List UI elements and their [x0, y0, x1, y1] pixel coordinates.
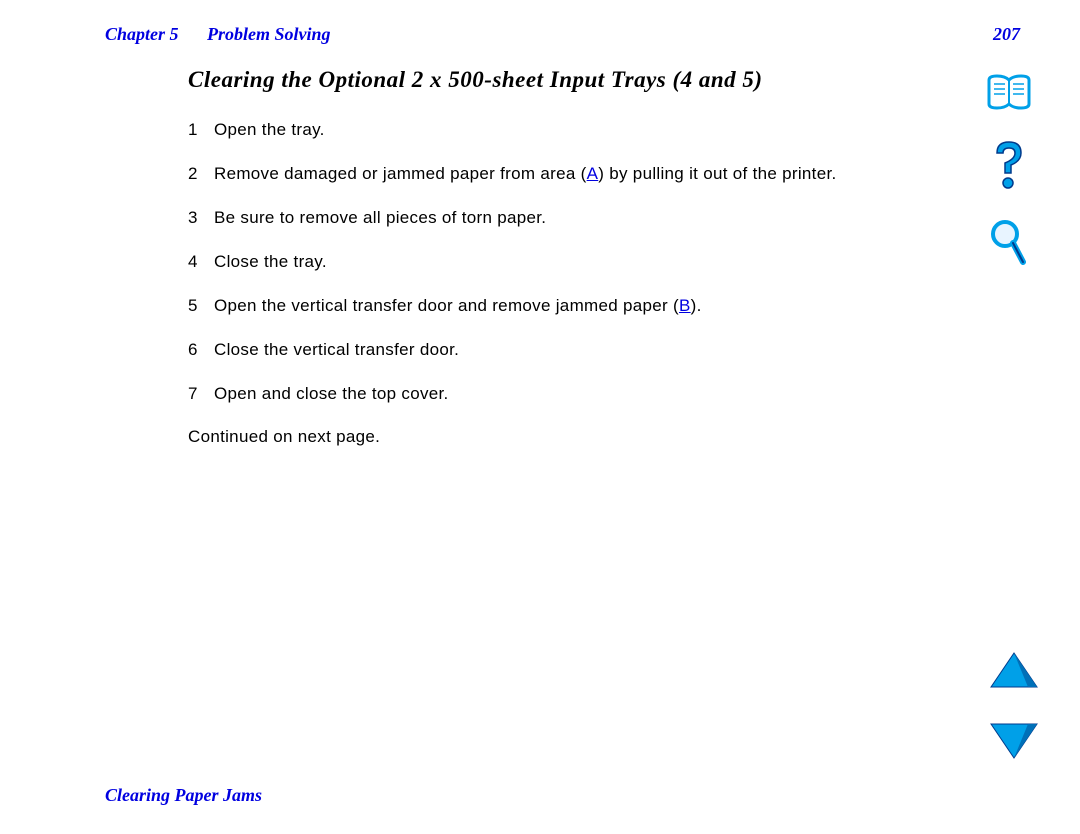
page-number: 207	[993, 24, 1020, 45]
search-icon[interactable]	[989, 218, 1029, 273]
step-text: Close the vertical transfer door.	[214, 339, 928, 361]
step-text: Open the tray.	[214, 119, 928, 141]
step-text: Remove damaged or jammed paper from area…	[214, 163, 928, 185]
down-arrow-icon[interactable]	[988, 721, 1040, 766]
step-text: Open the vertical transfer door and remo…	[214, 295, 928, 317]
step-number: 3	[188, 207, 214, 229]
step-number: 7	[188, 383, 214, 405]
main-content: Clearing the Optional 2 x 500-sheet Inpu…	[188, 66, 928, 447]
step-list: 1Open the tray. 2Remove damaged or jamme…	[188, 119, 928, 406]
up-arrow-icon[interactable]	[988, 650, 1040, 695]
step-text: Be sure to remove all pieces of torn pap…	[214, 207, 928, 229]
book-icon[interactable]	[985, 72, 1033, 117]
step-item: 1Open the tray.	[188, 119, 928, 141]
chapter-title: Problem Solving	[207, 24, 331, 44]
page-header: Chapter 5 Problem Solving 207	[105, 24, 1020, 45]
step-number: 6	[188, 339, 214, 361]
continued-text: Continued on next page.	[188, 427, 928, 447]
step-item: 5Open the vertical transfer door and rem…	[188, 295, 928, 317]
step-item: 3Be sure to remove all pieces of torn pa…	[188, 207, 928, 229]
step-text: Open and close the top cover.	[214, 383, 928, 405]
step-item: 7Open and close the top cover.	[188, 383, 928, 405]
step-item: 6Close the vertical transfer door.	[188, 339, 928, 361]
step-number: 1	[188, 119, 214, 141]
step-number: 5	[188, 295, 214, 317]
section-heading: Clearing the Optional 2 x 500-sheet Inpu…	[188, 66, 928, 95]
step-item: 4Close the tray.	[188, 251, 928, 273]
area-link-b[interactable]: B	[679, 296, 691, 315]
chapter-label: Chapter 5	[105, 24, 179, 44]
help-icon[interactable]	[991, 139, 1027, 196]
step-number: 4	[188, 251, 214, 273]
step-item: 2Remove damaged or jammed paper from are…	[188, 163, 928, 185]
side-toolbar	[984, 72, 1034, 273]
nav-arrows	[986, 650, 1042, 766]
footer-section: Clearing Paper Jams	[105, 785, 262, 806]
step-text: Close the tray.	[214, 251, 928, 273]
step-number: 2	[188, 163, 214, 185]
area-link-a[interactable]: A	[587, 164, 599, 183]
header-left: Chapter 5 Problem Solving	[105, 24, 331, 45]
